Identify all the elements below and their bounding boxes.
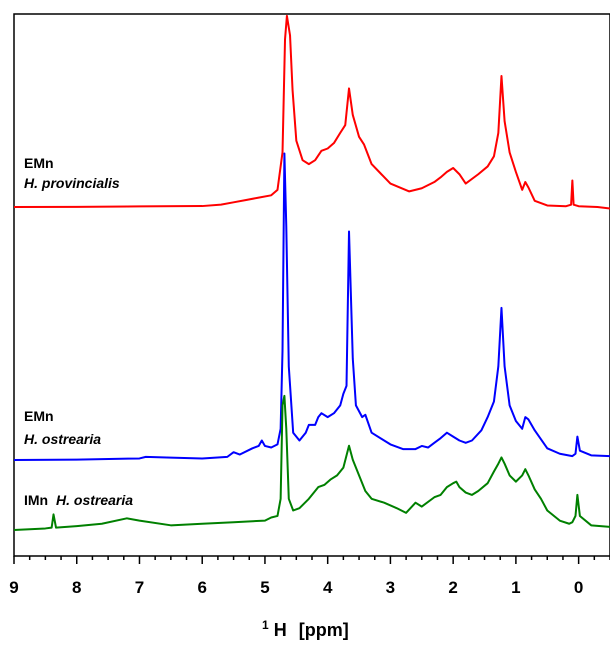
x-tick-label: 0 xyxy=(574,578,583,597)
series-labels: EMn H. provincialis EMn H. ostrearia IMn… xyxy=(24,155,133,508)
x-tick-label: 8 xyxy=(72,578,81,597)
spectrum-line-3 xyxy=(13,394,610,531)
x-axis-ticks: 9 8 7 6 5 4 3 2 1 0 xyxy=(9,556,610,597)
x-tick-label: 3 xyxy=(386,578,395,597)
series-label-3-line2: H. ostrearia xyxy=(56,492,133,508)
spectrum-line-1 xyxy=(13,14,610,210)
series-label-2-line1: EMn xyxy=(24,408,54,424)
x-tick-label: 6 xyxy=(197,578,206,597)
series-layer xyxy=(13,14,610,531)
x-axis-title-sup: 1 xyxy=(262,618,269,632)
x-axis-title: 1 H [ppm] xyxy=(262,613,349,640)
x-tick-label: 2 xyxy=(448,578,457,597)
series-label-1-line2: H. provincialis xyxy=(24,175,120,191)
spectrum-line-2 xyxy=(13,152,610,461)
series-label-3: IMn H. ostrearia xyxy=(24,492,133,508)
x-tick-label: 9 xyxy=(9,578,18,597)
plot-frame xyxy=(13,13,610,557)
x-tick-label: 1 xyxy=(511,578,520,597)
x-tick-label: 7 xyxy=(135,578,144,597)
series-label-3-line1: IMn xyxy=(24,492,48,508)
x-tick-label: 5 xyxy=(260,578,269,597)
x-axis-title-main: H xyxy=(274,620,287,640)
series-label-1-line1: EMn xyxy=(24,155,54,171)
series-label-2-line2: H. ostrearia xyxy=(24,431,101,447)
x-axis-title-unit: [ppm] xyxy=(299,620,349,640)
x-tick-label: 4 xyxy=(323,578,333,597)
